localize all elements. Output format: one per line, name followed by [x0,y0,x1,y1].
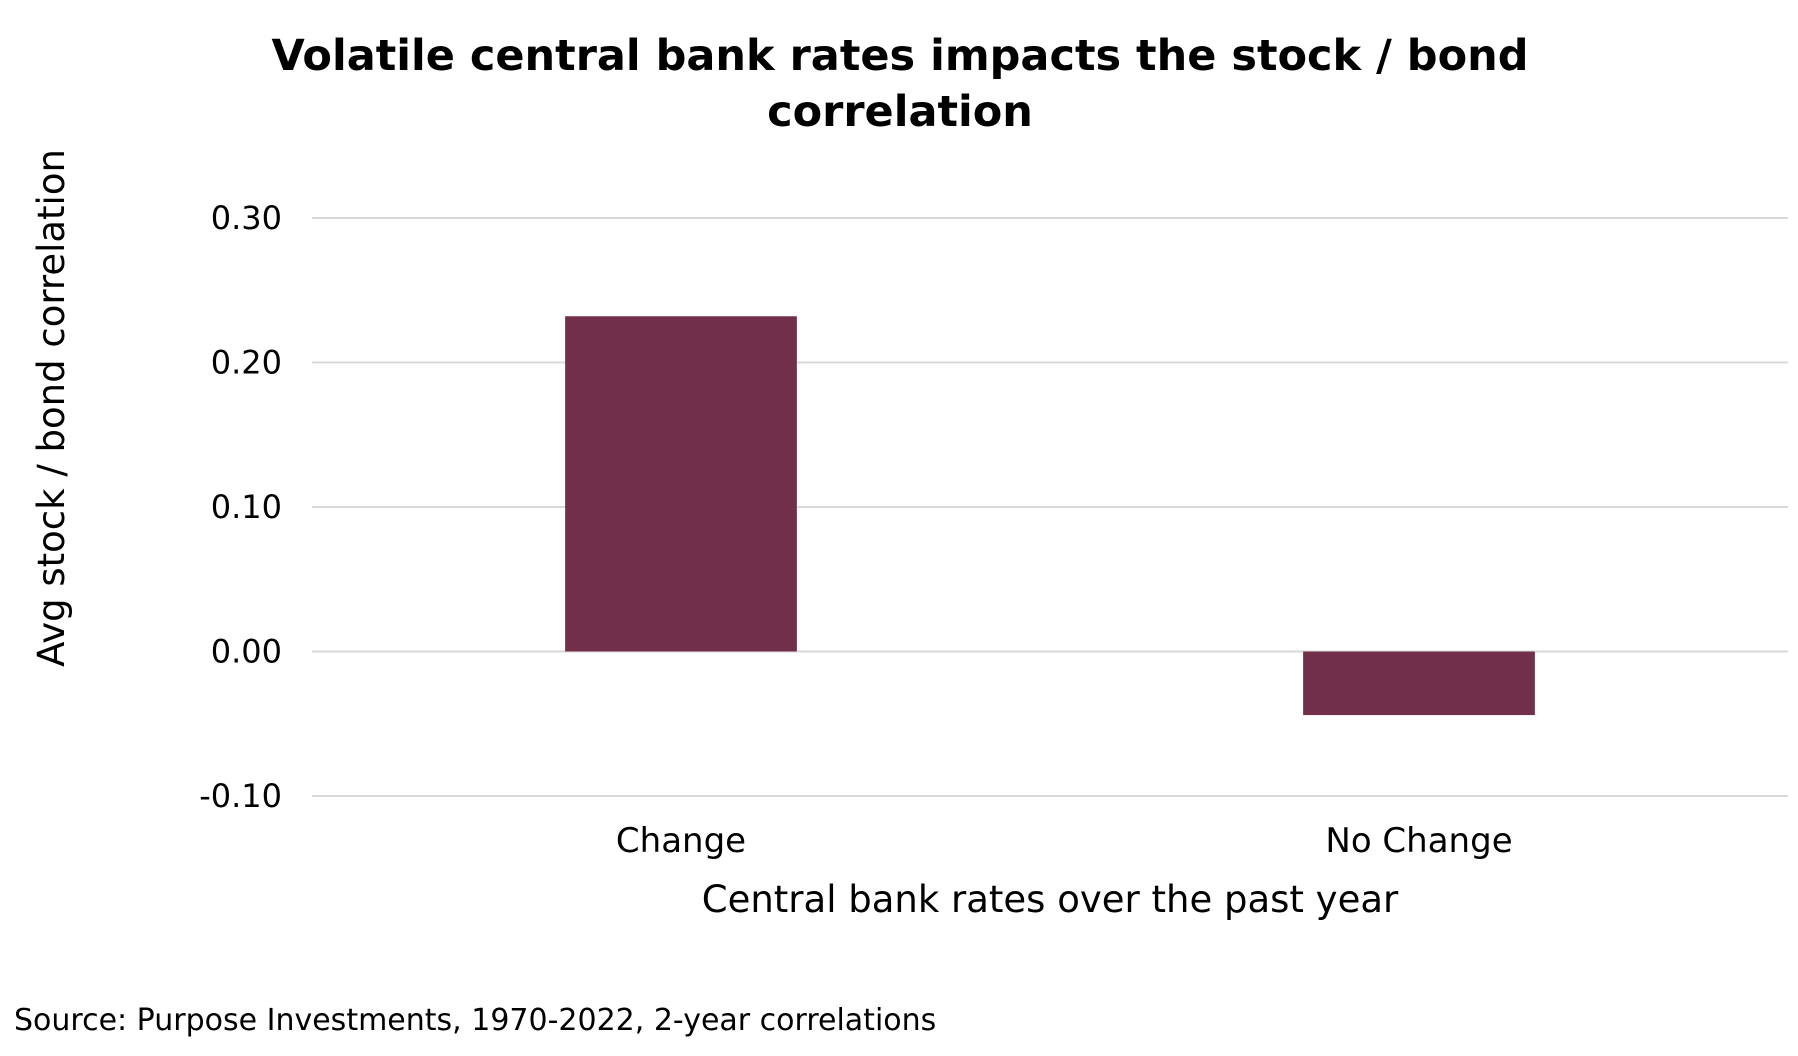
y-tick-label: 0.20 [211,344,282,382]
x-category-label: Change [616,821,746,861]
bar-change [565,316,797,652]
y-tick-label: -0.10 [199,777,282,815]
gridlines [312,217,1788,797]
x-axis-title: Central bank rates over the past year [702,878,1399,921]
y-tick-label: 0.30 [211,199,282,237]
y-axis-title: Avg stock / bond correlation [30,149,73,667]
x-category-label: No Change [1325,821,1512,861]
y-tick-label: 0.00 [211,633,282,671]
y-tick-label: 0.10 [211,488,282,526]
chart-title-line-2: correlation [767,87,1033,137]
y-tick-labels: 0.30 0.20 0.10 0.00 -0.10 [199,199,282,815]
bars [565,316,1535,716]
chart-title-line-1: Volatile central bank rates impacts the … [271,31,1528,81]
source-note: Source: Purpose Investments, 1970-2022, … [14,1003,936,1038]
bar-no-change [1303,651,1535,716]
category-labels: Change No Change [616,821,1513,861]
